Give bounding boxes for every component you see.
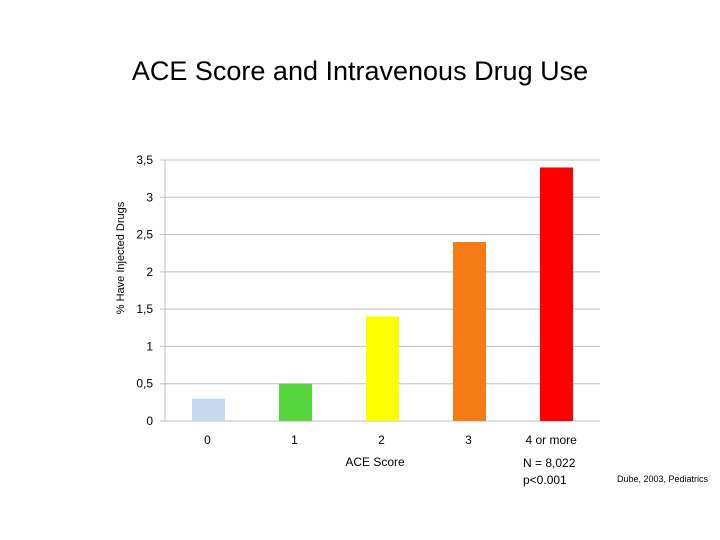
- y-tick-label: 0: [146, 414, 153, 428]
- y-tick-label: 1,5: [136, 302, 153, 316]
- x-tick-label: 0: [204, 433, 211, 447]
- bars: [192, 167, 573, 421]
- sample-size-note: N = 8,022: [523, 456, 576, 470]
- y-tick-label: 3: [146, 190, 153, 204]
- bar-3: [453, 242, 486, 421]
- bar-1: [279, 383, 312, 421]
- bar-2: [366, 316, 399, 421]
- chart-title: ACE Score and Intravenous Drug Use: [131, 56, 589, 86]
- x-tick-label: 2: [378, 433, 385, 447]
- y-tick-label: 1: [146, 339, 153, 353]
- x-tick-labels: 0 1 2 3 4 or more: [204, 433, 577, 447]
- y-tick-labels: 0 0,5 1 1,5 2 2,5 3 3,5: [136, 153, 153, 428]
- p-value-note: p<0.001: [523, 473, 567, 487]
- bar-0: [192, 398, 225, 421]
- y-axis-label: % Have Injected Drugs: [115, 201, 127, 314]
- y-tick-label: 2,5: [136, 228, 153, 242]
- y-tick-label: 2: [146, 265, 153, 279]
- bar-4-or-more: [540, 167, 573, 421]
- x-axis-label: ACE Score: [345, 455, 405, 469]
- x-tick-label: 4 or more: [526, 433, 578, 447]
- x-tick-label: 1: [291, 433, 298, 447]
- source-citation: Dube, 2003, Pediatrics: [617, 474, 709, 484]
- y-tick-label: 3,5: [136, 153, 153, 167]
- y-tick-label: 0,5: [136, 377, 153, 391]
- x-tick-label: 3: [465, 433, 472, 447]
